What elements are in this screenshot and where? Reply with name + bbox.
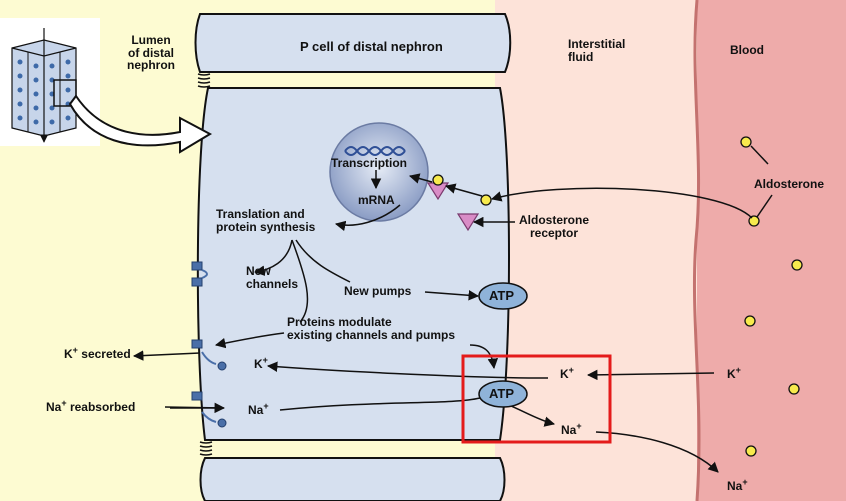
- k-secreted-text: secreted: [81, 347, 131, 361]
- interstitial-region: [495, 0, 700, 501]
- k-cell-plus: +: [262, 355, 268, 365]
- aldosterone-pointer-1: [750, 145, 769, 165]
- lower-cell: [199, 457, 506, 501]
- k-blood-plus: +: [735, 365, 741, 375]
- k-interstitial-plus: +: [568, 365, 574, 375]
- zoom-arrow: [68, 94, 213, 154]
- transcription-label: Transcription: [331, 156, 408, 170]
- k-secreted-plus: +: [72, 345, 78, 355]
- k-secreted-label: K+ secreted: [64, 345, 131, 361]
- upper-cell: [194, 13, 512, 73]
- atp-pump-new: [478, 282, 528, 310]
- blood-region: [697, 0, 846, 501]
- translation-label: Translation and protein synthesis: [216, 207, 316, 234]
- k-blood-symbol: K: [727, 367, 736, 381]
- mrna-label: mRNA: [358, 193, 395, 207]
- interstitial-label: Interstitial fluid: [568, 37, 626, 64]
- vessel-wall: [692, 0, 701, 501]
- k-cell-symbol: K: [254, 357, 263, 371]
- na-reabsorbed-label: Na+ reabsorbed: [46, 398, 136, 414]
- highlight-box: [461, 354, 612, 444]
- tight-junction-top: [197, 73, 211, 88]
- blood-label: Blood: [730, 43, 764, 57]
- na-reabsorbed-plus: +: [61, 398, 67, 408]
- na-reabsorbed-symbol: Na: [46, 400, 62, 414]
- na-reabsorbed-text: reabsorbed: [69, 400, 136, 414]
- new-channels-label: New channels: [246, 264, 299, 291]
- aldosterone-receptor-label: Aldosterone receptor: [519, 213, 590, 240]
- k-cell-label: K+: [254, 355, 268, 371]
- na-cell-label: Na+: [248, 401, 269, 417]
- atp-pump-existing: [478, 380, 528, 408]
- k-interstitial-label: K+: [560, 365, 574, 381]
- na-blood-symbol: Na: [727, 479, 743, 493]
- na-cell-symbol: Na: [248, 403, 264, 417]
- k-secreted-symbol: K: [64, 347, 73, 361]
- p-cell: [196, 87, 510, 441]
- dna-helix-icon: [344, 146, 406, 156]
- aldosterone-pointer-2: [756, 194, 773, 218]
- na-interstitial-label: Na+: [561, 421, 582, 437]
- lumen-label: Lumen of distal nephron: [127, 33, 175, 73]
- k-interstitial-symbol: K: [560, 367, 569, 381]
- proteins-modulate-label: Proteins modulate existing channels and …: [287, 315, 456, 342]
- flow-arrows: [132, 170, 753, 473]
- k-blood-label: K+: [727, 365, 741, 381]
- na-interstitial-plus: +: [576, 421, 582, 431]
- aldosterone-label: Aldosterone: [754, 177, 825, 191]
- na-cell-plus: +: [263, 401, 269, 411]
- na-blood-plus: +: [742, 477, 748, 487]
- na-blood-label: Na+: [727, 477, 748, 493]
- cell-label: P cell of distal nephron: [300, 39, 443, 54]
- tubule-cutaway-icon: [0, 18, 100, 146]
- new-pumps-label: New pumps: [344, 284, 412, 298]
- tight-junction-bottom: [199, 441, 213, 456]
- aldosterone-molecule-icon: [432, 136, 803, 457]
- na-interstitial-symbol: Na: [561, 423, 577, 437]
- atp-label-existing: ATP: [489, 386, 515, 401]
- channel-icon: [191, 261, 227, 428]
- atp-label-new: ATP: [489, 288, 515, 303]
